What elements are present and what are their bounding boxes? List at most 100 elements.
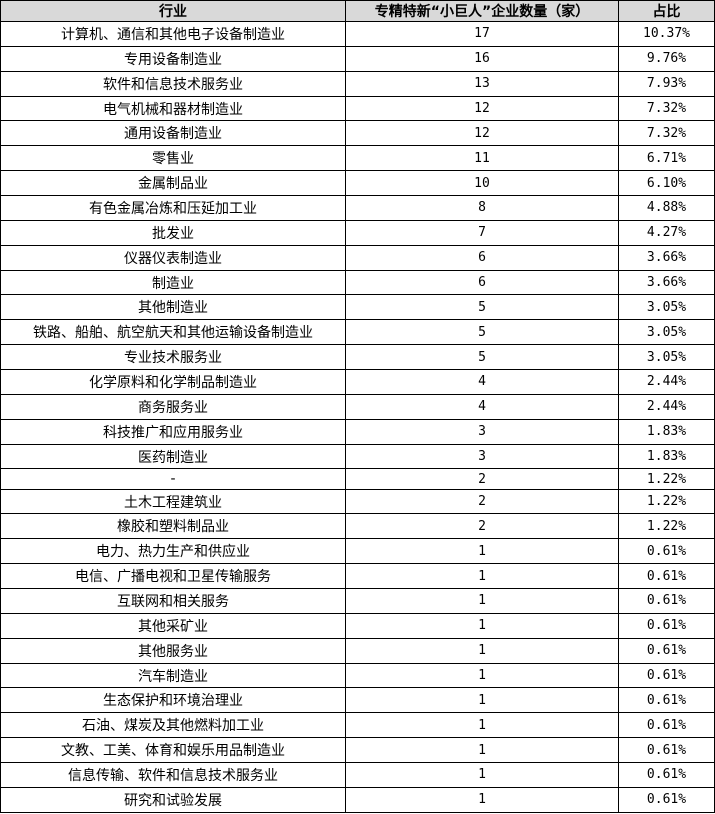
share-cell: 7.32% [618, 95, 715, 122]
table-row: 文教、工美、体育和娱乐用品制造业 1 0.61% [0, 737, 715, 764]
share-cell: 6.71% [618, 145, 715, 172]
table-row: 金属制品业 10 6.10% [0, 170, 715, 197]
industry-cell: - [0, 468, 346, 490]
header-cell: 占比 [618, 0, 715, 22]
table-row: 仪器仪表制造业 6 3.66% [0, 244, 715, 271]
count-cell: 5 [345, 294, 619, 321]
share-cell: 0.61% [618, 712, 715, 739]
header-row: 行业 专精特新“小巨人”企业数量（家） 占比 [0, 0, 715, 22]
table-row: 其他制造业 5 3.05% [0, 294, 715, 321]
count-cell: 1 [345, 762, 619, 788]
industry-cell: 其他制造业 [0, 294, 346, 321]
table-row: 软件和信息技术服务业 13 7.93% [0, 70, 715, 97]
industry-cell: 科技推广和应用服务业 [0, 418, 346, 445]
table-row: 生态保护和环境治理业 1 0.61% [0, 687, 715, 714]
table-row: 信息传输、软件和信息技术服务业 1 0.61% [0, 762, 715, 788]
count-cell: 7 [345, 219, 619, 246]
table-row: 科技推广和应用服务业 3 1.83% [0, 418, 715, 445]
share-cell: 1.22% [618, 488, 715, 515]
share-cell: 2.44% [618, 393, 715, 420]
table-row: 研究和试验发展 1 0.61% [0, 786, 715, 814]
count-cell: 4 [345, 393, 619, 420]
industry-cell: 电气机械和器材制造业 [0, 95, 346, 122]
header-cell: 行业 [0, 0, 346, 22]
count-cell: 1 [345, 588, 619, 614]
industry-cell: 研究和试验发展 [0, 786, 346, 814]
count-cell: 1 [345, 712, 619, 739]
share-cell: 7.32% [618, 120, 715, 147]
share-cell: 7.93% [618, 70, 715, 97]
share-cell: 3.66% [618, 269, 715, 296]
share-cell: 0.61% [618, 786, 715, 814]
count-cell: 11 [345, 145, 619, 172]
table-row: 计算机、通信和其他电子设备制造业 17 10.37% [0, 21, 715, 47]
industry-cell: 信息传输、软件和信息技术服务业 [0, 762, 346, 788]
share-cell: 0.61% [618, 687, 715, 714]
count-cell: 2 [345, 468, 619, 490]
share-cell: 2.44% [618, 369, 715, 395]
count-cell: 10 [345, 170, 619, 197]
industry-cell: 计算机、通信和其他电子设备制造业 [0, 21, 346, 47]
share-cell: 0.61% [618, 737, 715, 764]
industry-cell: 橡胶和塑料制品业 [0, 513, 346, 540]
table-row: 石油、煤炭及其他燃料加工业 1 0.61% [0, 712, 715, 739]
share-cell: 0.61% [618, 762, 715, 788]
table-row: 其他采矿业 1 0.61% [0, 612, 715, 639]
count-cell: 5 [345, 319, 619, 346]
industry-cell: 金属制品业 [0, 170, 346, 197]
table-row: 铁路、船舶、航空航天和其他运输设备制造业 5 3.05% [0, 319, 715, 346]
share-cell: 10.37% [618, 21, 715, 47]
share-cell: 3.05% [618, 294, 715, 321]
industry-cell: 医药制造业 [0, 443, 346, 470]
industry-cell: 有色金属冶炼和压延加工业 [0, 195, 346, 221]
table-row: 电气机械和器材制造业 12 7.32% [0, 95, 715, 122]
industry-cell: 电力、热力生产和供应业 [0, 538, 346, 565]
share-cell: 3.66% [618, 244, 715, 271]
count-cell: 1 [345, 637, 619, 664]
table-row: 医药制造业 3 1.83% [0, 443, 715, 470]
count-cell: 2 [345, 513, 619, 540]
count-cell: 17 [345, 21, 619, 47]
count-cell: 12 [345, 120, 619, 147]
industry-cell: 商务服务业 [0, 393, 346, 420]
industry-cell: 软件和信息技术服务业 [0, 70, 346, 97]
table-row: 有色金属冶炼和压延加工业 8 4.88% [0, 195, 715, 221]
share-cell: 6.10% [618, 170, 715, 197]
share-cell: 4.27% [618, 219, 715, 246]
industry-cell: 其他服务业 [0, 637, 346, 664]
share-cell: 1.83% [618, 443, 715, 470]
industry-cell: 汽车制造业 [0, 662, 346, 689]
table-row: 专用设备制造业 16 9.76% [0, 45, 715, 72]
share-cell: 0.61% [618, 588, 715, 614]
count-cell: 1 [345, 662, 619, 689]
industry-cell: 互联网和相关服务 [0, 588, 346, 614]
count-cell: 6 [345, 269, 619, 296]
industry-cell: 化学原料和化学制品制造业 [0, 369, 346, 395]
table-row: 互联网和相关服务 1 0.61% [0, 588, 715, 614]
industry-cell: 批发业 [0, 219, 346, 246]
share-cell: 1.22% [618, 513, 715, 540]
count-cell: 2 [345, 488, 619, 515]
table-body: 计算机、通信和其他电子设备制造业 17 10.37% 专用设备制造业 16 9.76% 软件… [0, 21, 715, 814]
table-row: 专业技术服务业 5 3.05% [0, 344, 715, 371]
count-cell: 1 [345, 563, 619, 590]
count-cell: 6 [345, 244, 619, 271]
industry-cell: 制造业 [0, 269, 346, 296]
count-cell: 1 [345, 687, 619, 714]
share-cell: 0.61% [618, 563, 715, 590]
share-cell: 1.22% [618, 468, 715, 490]
count-cell: 4 [345, 369, 619, 395]
share-cell: 0.61% [618, 612, 715, 639]
share-cell: 0.61% [618, 538, 715, 565]
table-row: 化学原料和化学制品制造业 4 2.44% [0, 369, 715, 395]
table-row: 电力、热力生产和供应业 1 0.61% [0, 538, 715, 565]
table-row: 商务服务业 4 2.44% [0, 393, 715, 420]
industry-cell: 铁路、船舶、航空航天和其他运输设备制造业 [0, 319, 346, 346]
industry-cell: 生态保护和环境治理业 [0, 687, 346, 714]
count-cell: 8 [345, 195, 619, 221]
share-cell: 0.61% [618, 637, 715, 664]
share-cell: 3.05% [618, 319, 715, 346]
share-cell: 4.88% [618, 195, 715, 221]
count-cell: 16 [345, 45, 619, 72]
